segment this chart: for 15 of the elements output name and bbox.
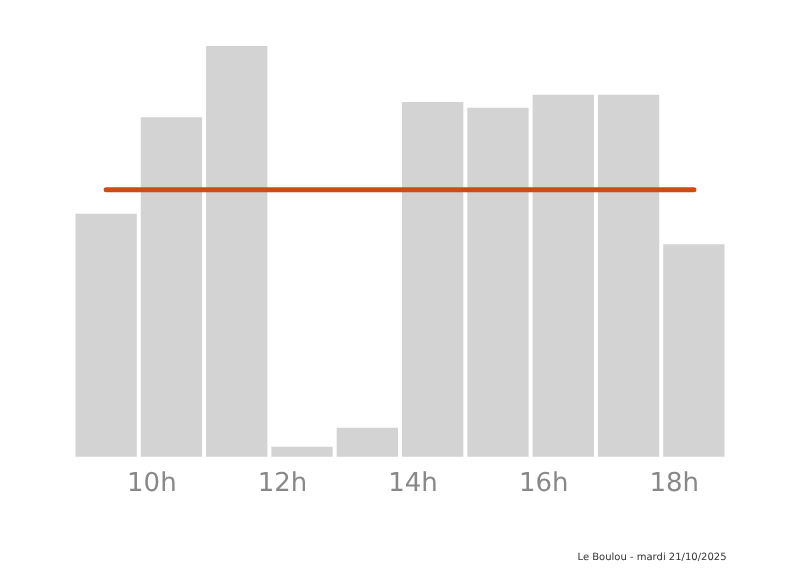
bar: [206, 46, 268, 457]
x-tick-label: 18h: [649, 469, 700, 500]
bar: [140, 117, 203, 457]
bar: [467, 107, 529, 457]
bar: [336, 427, 399, 457]
bar: [597, 94, 660, 457]
bar: [271, 446, 333, 457]
x-tick-label: 14h: [388, 469, 438, 500]
x-tick-label: 12h: [257, 469, 308, 500]
bar: [532, 94, 594, 457]
bar: [663, 244, 725, 457]
x-tick-label: 10h: [127, 469, 177, 500]
bar: [401, 102, 464, 457]
bar: [75, 213, 137, 457]
x-tick-label: 16h: [518, 469, 569, 500]
